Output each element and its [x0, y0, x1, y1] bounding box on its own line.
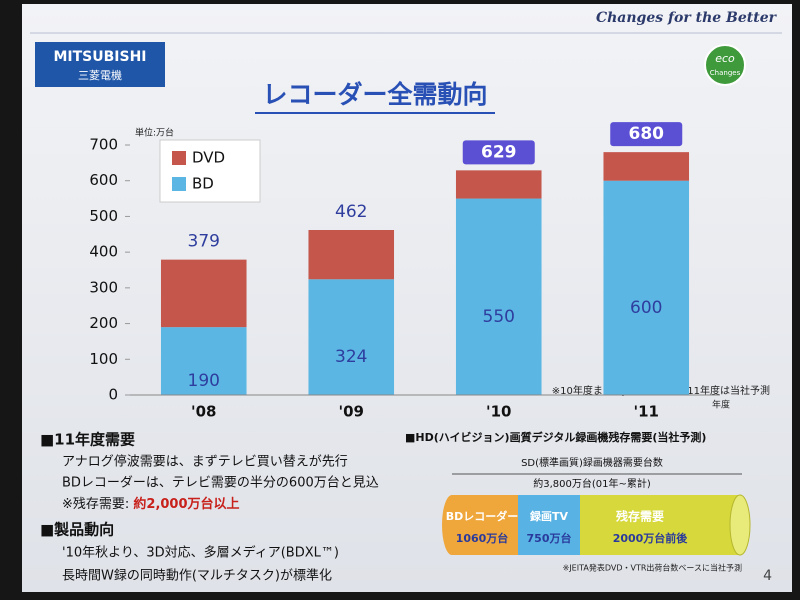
cylinder-end: [442, 495, 462, 555]
bar-value-label: 550: [483, 307, 515, 327]
x-tick-label: '09: [339, 403, 364, 421]
y-tick-label: 0: [108, 386, 118, 404]
bar-segment: [308, 279, 395, 395]
bar-segment: [160, 327, 247, 395]
products-line: 長時間W録の同時動作(マルチタスク)が標準化: [62, 568, 332, 584]
bar-segment: [603, 152, 690, 181]
remain-prefix: ※残存需要:: [62, 497, 133, 512]
x-tick-label: '10: [486, 403, 511, 421]
eco-badge: [704, 44, 746, 86]
sd-total: 約3,800万台(01年~累計): [533, 477, 651, 490]
cylinder-bd: [452, 495, 518, 555]
segment-label: 録画TV: [530, 509, 569, 523]
legend-swatch: [172, 177, 186, 191]
segment-amount: 1060万台: [456, 531, 509, 545]
legend-swatch: [172, 151, 186, 165]
y-tick-label: 700: [89, 136, 118, 154]
segment-amount: 750万台: [527, 531, 572, 545]
cylinder-cap: [729, 494, 751, 556]
x-tick-label: '11: [634, 403, 659, 421]
bar-segment: [455, 198, 542, 395]
y-tick-label: 500: [89, 207, 118, 225]
total-box: [610, 122, 683, 147]
y-tick-label: 600: [89, 171, 118, 189]
legend-label: DVD: [192, 149, 225, 167]
total-label: 379: [188, 232, 220, 252]
bar-segment: [160, 259, 247, 328]
bar-segment: [603, 180, 690, 395]
products-line: '10年秋より、3D対応、多層メディア(BDXL™): [62, 545, 339, 561]
total-label: 462: [335, 202, 367, 222]
hd-footnote: ※JEITA発表DVD・VTR出荷台数ベースに当社予測: [563, 563, 742, 573]
cylinder-remain: [580, 495, 740, 555]
y-tick-label: 400: [89, 243, 118, 261]
total-label: 680: [629, 124, 665, 144]
bar-value-label: 324: [335, 347, 367, 367]
legend-label: BD: [192, 175, 214, 193]
total-box: [462, 140, 535, 165]
y-tick-label: 200: [89, 314, 118, 332]
bar-value-label: 190: [188, 371, 220, 391]
logo-sub: 三菱電機: [78, 68, 122, 82]
chart-title: レコーダー全需動向: [262, 80, 487, 109]
unit-label: 単位:万台: [135, 127, 174, 139]
bar-segment: [308, 230, 395, 280]
segment-label: BDレコーダー: [446, 509, 519, 523]
x-tick-label: '08: [191, 403, 216, 421]
logo-box: [35, 42, 165, 87]
sd-label: SD(標準画質)録画機器需要台数: [521, 456, 663, 469]
total-label: 629: [481, 142, 517, 162]
cylinder-tv: [518, 495, 580, 555]
logo-name: MITSUBISHI: [53, 49, 146, 65]
remain-value: 約2,000万台以上: [133, 496, 239, 512]
y-tick-label: 300: [89, 278, 118, 296]
segment-amount: 2000万台前後: [613, 531, 689, 545]
remain-line: ※残存需要: 約2,000万台以上: [62, 496, 240, 512]
page-number: 4: [763, 568, 772, 584]
y-tick-label: 100: [89, 350, 118, 368]
eco-bottom: Changes: [710, 69, 741, 77]
demand-heading: ■11年度需要: [40, 431, 135, 449]
eco-top: eco: [715, 52, 735, 65]
segment-label: 残存需要: [616, 509, 664, 524]
bar-value-label: 600: [630, 298, 662, 318]
bar-segment: [455, 170, 542, 199]
slogan: Changes for the Better: [596, 10, 778, 26]
legend-box: [159, 139, 261, 203]
demand-line: アナログ停波需要は、まずテレビ買い替えが先行: [62, 454, 348, 470]
products-heading: ■製品動向: [40, 521, 114, 539]
demand-line: BDレコーダーは、テレビ需要の半分の600万台と見込: [62, 476, 379, 491]
x-axis-label: 年度: [712, 399, 730, 411]
hd-heading: ■HD(ハイビジョン)画質デジタル録画機残存需要(当社予測): [405, 430, 706, 444]
